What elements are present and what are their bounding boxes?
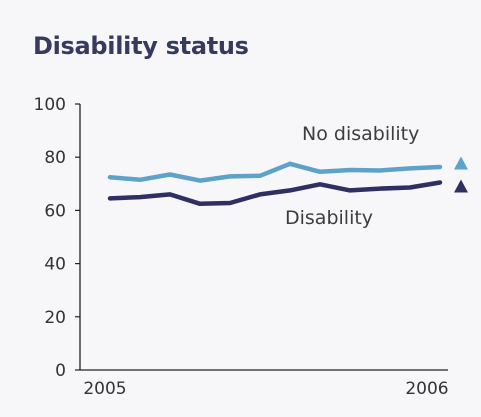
chart-title: Disability status [33,32,249,60]
series-marker-triangle-1 [454,179,468,193]
y-axis-ticks: 0 20 40 60 80 100 [34,95,80,381]
series-label-1: Disability [285,207,373,229]
series-line-0 [107,161,443,183]
series-label-0: No disability [302,123,419,145]
x-tick-label: 2005 [83,379,126,399]
y-tick-label: 100 [34,95,66,115]
y-tick-label: 80 [44,148,66,168]
axes [79,104,448,371]
y-tick-label: 0 [55,361,66,381]
series-lines [107,161,443,207]
y-tick-label: 20 [44,308,66,328]
series-line-1 [107,180,443,207]
x-tick-label: 2006 [405,379,448,399]
x-axis-ticks: 2005 2006 [83,379,448,399]
series-labels: No disability Disability [285,123,468,229]
series-marker-triangle-0 [454,156,468,170]
y-tick-label: 40 [44,255,66,275]
y-tick-label: 60 [44,201,66,221]
